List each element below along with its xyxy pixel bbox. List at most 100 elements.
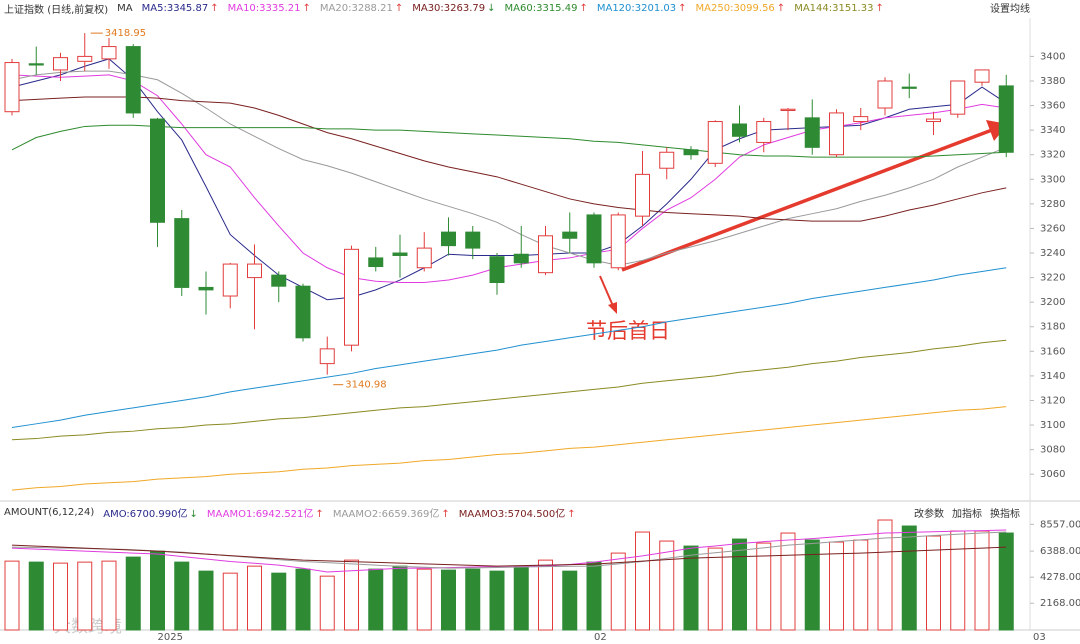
- legend-item[interactable]: MA30:3263.79 ↓: [412, 3, 495, 14]
- settings[interactable]: 设置均线: [990, 4, 1030, 15]
- candle-body: [926, 118, 941, 123]
- price-legend: 上证指数 (日线,前复权) MA MA5:3345.87 ↑ MA10:3335.2…: [4, 1, 884, 16]
- candle-body: [586, 214, 602, 264]
- candle-body: [901, 86, 917, 89]
- y-tick-label: 3140: [1040, 371, 1065, 382]
- legend-arrow: ↑: [678, 3, 687, 14]
- volume-bar: [222, 572, 238, 631]
- legend-label: MA5:3345.87: [141, 3, 209, 14]
- legend-item[interactable]: MA5:3345.87 ↑: [142, 3, 219, 14]
- candle-body: [222, 263, 238, 297]
- volume-bar: [465, 568, 481, 631]
- legend-arrow: ↑: [441, 509, 450, 520]
- candle-body: [271, 274, 287, 287]
- y-tick-label: 3060: [1040, 469, 1065, 480]
- y-tick-label: 3200: [1040, 297, 1065, 308]
- volume-bar: [974, 530, 990, 631]
- candle-body: [465, 231, 481, 249]
- volume-bar: [101, 560, 117, 631]
- index-name: 上证指数 (日线,前复权): [4, 1, 108, 16]
- legend-label: MA30:3263.79: [412, 3, 486, 14]
- y-tick-label: 6388.00: [1040, 546, 1080, 557]
- tool-button[interactable]: 换指标: [990, 509, 1020, 520]
- tool-button[interactable]: 改参数: [914, 509, 944, 520]
- candle-body: [198, 286, 214, 291]
- legend-item[interactable]: MAAMO2:6659.369亿 ↑: [333, 505, 450, 520]
- volume-bar: [707, 547, 723, 631]
- candle-body: [416, 247, 432, 269]
- index-name-text: 上证指数: [4, 5, 44, 16]
- y-tick-label: 3080: [1040, 445, 1065, 456]
- legend-arrow: ↑: [302, 3, 311, 14]
- legend-label: MA250:3099.56: [695, 3, 775, 14]
- legend-arrow: ↑: [776, 3, 786, 14]
- candle-body: [150, 118, 165, 223]
- candle-body: [707, 121, 723, 164]
- volume-bar: [562, 570, 578, 631]
- ma-line: [11, 124, 1007, 158]
- volume-bar: [344, 559, 359, 631]
- legend-item[interactable]: MA120:3201.03 ↑: [597, 3, 687, 14]
- candle-body: [853, 116, 869, 123]
- volume-bar: [53, 562, 68, 631]
- legend-arrow: ↓: [487, 3, 496, 14]
- volume-bar: [538, 559, 553, 631]
- candle-body: [368, 257, 384, 268]
- x-tick-label: 03: [1033, 632, 1046, 643]
- volume-bar: [368, 568, 384, 631]
- volume-bar: [635, 531, 650, 631]
- volume-bar: [489, 570, 505, 631]
- candle-body: [635, 173, 650, 217]
- volume-bar: [271, 572, 287, 631]
- ma-label[interactable]: MA: [117, 3, 133, 14]
- volume-bar: [513, 566, 529, 631]
- volume-bar: [28, 561, 44, 631]
- ma-legend: MA5:3345.87 ↑ MA10:3335.21 ↑ MA20:3288.21 ↑ MA…: [142, 3, 884, 14]
- candle-body: [974, 69, 990, 83]
- volume-title: AMOUNT(6,12,24): [4, 507, 95, 518]
- volume-bar: [77, 561, 93, 631]
- legend-item[interactable]: MAAMO1:6942.521亿 ↑: [207, 505, 324, 520]
- volume-bar: [125, 556, 141, 631]
- legend-item[interactable]: MA144:3151.33 ↑: [794, 3, 884, 14]
- y-tick-label: 2168.00: [1040, 598, 1080, 609]
- candle-body: [77, 55, 93, 62]
- ma-line: [11, 406, 1007, 491]
- volume-bar: [804, 539, 820, 631]
- candle-body: [780, 108, 796, 111]
- y-tick-label: 3260: [1040, 223, 1065, 234]
- legend-label: MA120:3201.03: [596, 3, 677, 14]
- volume-bar: [683, 545, 699, 631]
- volume-series-legend: AMO:6700.990亿 ↓ MAAMO1:6942.521亿 ↑ MAAMO2:66…: [103, 505, 575, 520]
- legend-item[interactable]: MA10:3335.21 ↑: [228, 3, 311, 14]
- legend-arrow: ↑: [210, 3, 219, 14]
- candle-body: [756, 121, 772, 143]
- note-arrow-head: [608, 302, 617, 314]
- candle-body: [319, 348, 335, 365]
- y-tick-label: 4278.00: [1040, 572, 1080, 583]
- mode: (日线,前复权): [47, 5, 109, 16]
- legend-item[interactable]: MA60:3315.49 ↑: [505, 3, 588, 14]
- legend-arrow: ↑: [567, 509, 576, 520]
- volume-bar: [295, 568, 311, 631]
- legend-label: AMO:6700.990亿: [103, 509, 188, 520]
- ma-line: [11, 70, 1007, 266]
- volume-bar: [829, 541, 844, 631]
- volume-bar: [441, 569, 456, 631]
- volume-bar: [4, 560, 20, 631]
- y-tick-label: 3300: [1040, 174, 1065, 185]
- y-tick-label: 3320: [1040, 150, 1065, 161]
- candle-body: [513, 253, 529, 264]
- legend-item[interactable]: MA250:3099.56 ↑: [696, 3, 786, 14]
- y-tick-label: 3100: [1040, 420, 1065, 431]
- volume-tools: 改参数 加指标 换指标: [914, 505, 1020, 520]
- legend-label: MAAMO2:6659.369亿: [332, 509, 440, 520]
- candle-body: [125, 46, 141, 114]
- candle-body: [101, 46, 117, 60]
- tool-button[interactable]: 加指标: [952, 509, 982, 520]
- legend-item[interactable]: MA20:3288.21 ↑: [320, 3, 403, 14]
- candle-body: [392, 252, 408, 256]
- legend-item[interactable]: AMO:6700.990亿 ↓: [103, 505, 198, 520]
- legend-item[interactable]: MAAMO3:5704.500亿 ↑: [459, 505, 576, 520]
